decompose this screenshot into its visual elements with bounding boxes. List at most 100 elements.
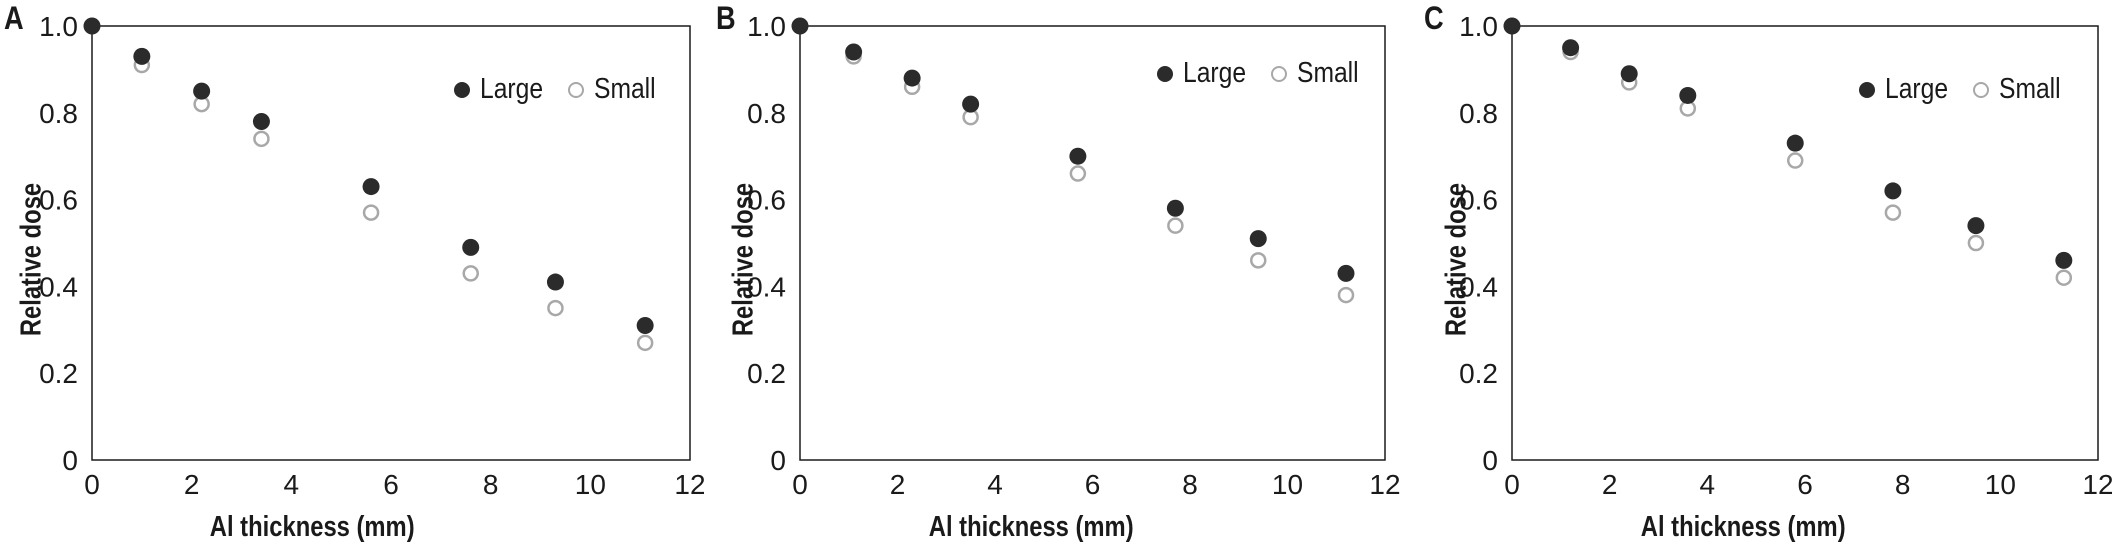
y-tick-label: 0.6	[1459, 185, 1498, 216]
x-tick-label: 2	[184, 469, 200, 500]
y-tick-label: 1.0	[1459, 11, 1498, 42]
open-circle-icon	[568, 81, 585, 98]
data-point-large	[1337, 264, 1355, 282]
x-tick-label: 8	[1182, 469, 1198, 500]
legend-item-small: Small	[1271, 57, 1370, 90]
data-point-large	[362, 178, 380, 196]
legend-item-large: Large	[1157, 57, 1257, 90]
data-point-large	[1562, 39, 1580, 57]
y-tick-label: 0.4	[1459, 271, 1498, 302]
data-point-large	[962, 95, 980, 113]
x-tick-label: 8	[1895, 469, 1911, 500]
x-tick-label: 4	[284, 469, 300, 500]
plot-frame	[1511, 25, 2099, 461]
chart-plot-c: 0 2 4 6 8 10 12 0 0.2 0.4 0.6 0.8 1.0	[1459, 11, 2112, 500]
legend-item-large: Large	[1859, 73, 1959, 106]
open-circle-icon	[1271, 65, 1288, 82]
data-point-small	[1069, 165, 1087, 182]
y-tick-label: 0.4	[39, 271, 78, 302]
legend-label: Small	[1999, 73, 2061, 105]
data-point-large	[133, 47, 151, 65]
legend-label: Large	[1885, 73, 1949, 105]
data-point-small	[1884, 204, 1902, 221]
plot-frame	[91, 25, 691, 461]
y-tick-label: 0.2	[747, 358, 786, 389]
x-tick-label: 10	[1272, 469, 1303, 500]
legend: Large Small	[454, 73, 681, 106]
data-point-large	[1069, 147, 1087, 165]
data-point-small	[1786, 152, 1804, 169]
x-axis-label: Al thickness (mm)	[209, 511, 415, 543]
data-point-large	[462, 238, 480, 256]
data-point-large	[1249, 230, 1267, 248]
data-point-large	[2055, 251, 2073, 269]
data-point-small	[2055, 269, 2073, 286]
y-tick-label: 0.2	[1459, 358, 1498, 389]
chart-plot-a: 0 2 4 6 8 10 12 0 0.2 0.4 0.6 0.8 1.0	[39, 11, 704, 500]
x-tick-label: 8	[483, 469, 499, 500]
data-point-large	[845, 43, 863, 61]
legend-item-small: Small	[568, 73, 667, 106]
data-point-small	[362, 204, 380, 221]
x-tick-label: 6	[1085, 469, 1101, 500]
y-axis-label: Relative dose	[15, 182, 48, 337]
legend-label: Large	[480, 73, 544, 105]
open-circle-icon	[1973, 81, 1990, 98]
y-tick-label: 1.0	[39, 11, 78, 42]
y-tick-label: 0	[1482, 445, 1498, 476]
x-tick-label: 6	[383, 469, 399, 500]
legend-label: Small	[594, 73, 656, 105]
x-tick-label: 6	[1797, 469, 1813, 500]
data-point-large	[83, 17, 101, 35]
x-tick-label: 10	[1985, 469, 2016, 500]
filled-circle-icon	[1859, 81, 1875, 98]
x-tick-label: 0	[792, 469, 808, 500]
y-axis-label: Relative dose	[1440, 182, 1473, 337]
data-point-small	[1967, 234, 1985, 252]
chart-panel-a: A 0 2 4 6 8 10 12 0 0.2 0.4 0.6 0.8 1.0 Relative dos…	[0, 0, 704, 549]
panel-label: B	[716, 0, 736, 36]
data-point-large	[1967, 217, 1985, 235]
panel-label: C	[1424, 0, 1444, 36]
data-point-small	[462, 265, 479, 282]
data-point-small	[1250, 252, 1267, 269]
filled-circle-icon	[454, 81, 470, 98]
x-tick-label: 4	[987, 469, 1003, 500]
data-point-large	[193, 82, 211, 100]
data-point-large	[546, 273, 564, 291]
data-point-large	[903, 69, 921, 87]
x-tick-label: 12	[674, 469, 704, 500]
chart-panel-b: B 0 2 4 6 8 10 12 0 0.2 0.4 0.6 0.8 1.0 Relative dos…	[704, 0, 1408, 549]
legend-label: Large	[1183, 57, 1247, 89]
data-point-small	[547, 299, 564, 317]
data-point-large	[1503, 17, 1521, 35]
data-point-small	[1337, 286, 1355, 304]
y-tick-label: 0.8	[1459, 98, 1498, 129]
x-tick-label: 2	[890, 469, 906, 500]
data-point-large	[1166, 199, 1184, 217]
x-axis-label: Al thickness (mm)	[1640, 511, 1846, 543]
legend: Large Small	[1859, 73, 2086, 106]
y-tick-label: 0	[770, 445, 786, 476]
data-point-large	[1786, 134, 1804, 152]
data-point-large	[1884, 182, 1902, 200]
x-tick-label: 12	[2082, 469, 2112, 500]
legend: Large Small	[1157, 57, 1384, 90]
y-tick-label: 0.6	[39, 185, 78, 216]
plot-frame	[799, 25, 1386, 461]
data-point-small	[253, 130, 270, 148]
chart-panel-c: C 0 2 4 6 8 10 12 0 0.2 0.4 0.6 0.8 1.0 Relative dos…	[1408, 0, 2112, 549]
legend-item-small: Small	[1973, 73, 2072, 106]
data-point-large	[1679, 86, 1697, 104]
x-tick-label: 0	[84, 469, 100, 500]
data-point-small	[1167, 217, 1184, 234]
y-tick-label: 0.8	[39, 98, 78, 129]
filled-circle-icon	[1157, 65, 1173, 82]
y-tick-label: 0	[62, 445, 78, 476]
data-point-large	[1620, 65, 1638, 83]
data-point-small	[636, 334, 654, 352]
legend-label: Small	[1297, 57, 1359, 89]
x-tick-label: 12	[1369, 469, 1400, 500]
legend-item-large: Large	[454, 73, 554, 106]
